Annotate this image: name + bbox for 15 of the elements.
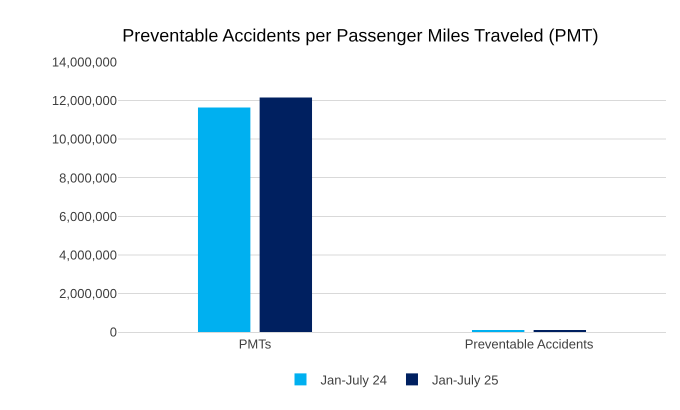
x-tick-label: PMTs xyxy=(238,336,272,352)
y-tick-label: 14,000,000 xyxy=(52,54,117,70)
bar xyxy=(198,108,250,332)
y-tick-label: 0 xyxy=(110,324,117,340)
bar xyxy=(260,97,312,332)
y-tick-label: 2,000,000 xyxy=(59,286,117,301)
y-tick-label: 6,000,000 xyxy=(59,208,117,224)
y-tick-label: 12,000,000 xyxy=(52,93,117,108)
x-tick-label: Preventable Accidents xyxy=(464,336,594,352)
y-tick-label: 8,000,000 xyxy=(59,170,117,186)
y-tick-label: 10,000,000 xyxy=(52,132,117,147)
chart-title: Preventable Accidents per Passenger Miles Traveled (PMT) xyxy=(122,25,599,46)
y-tick-label: 4,000,000 xyxy=(59,247,117,262)
legend-label: Jan-July 24 xyxy=(320,372,387,388)
legend-label: Jan-July 25 xyxy=(432,372,498,388)
